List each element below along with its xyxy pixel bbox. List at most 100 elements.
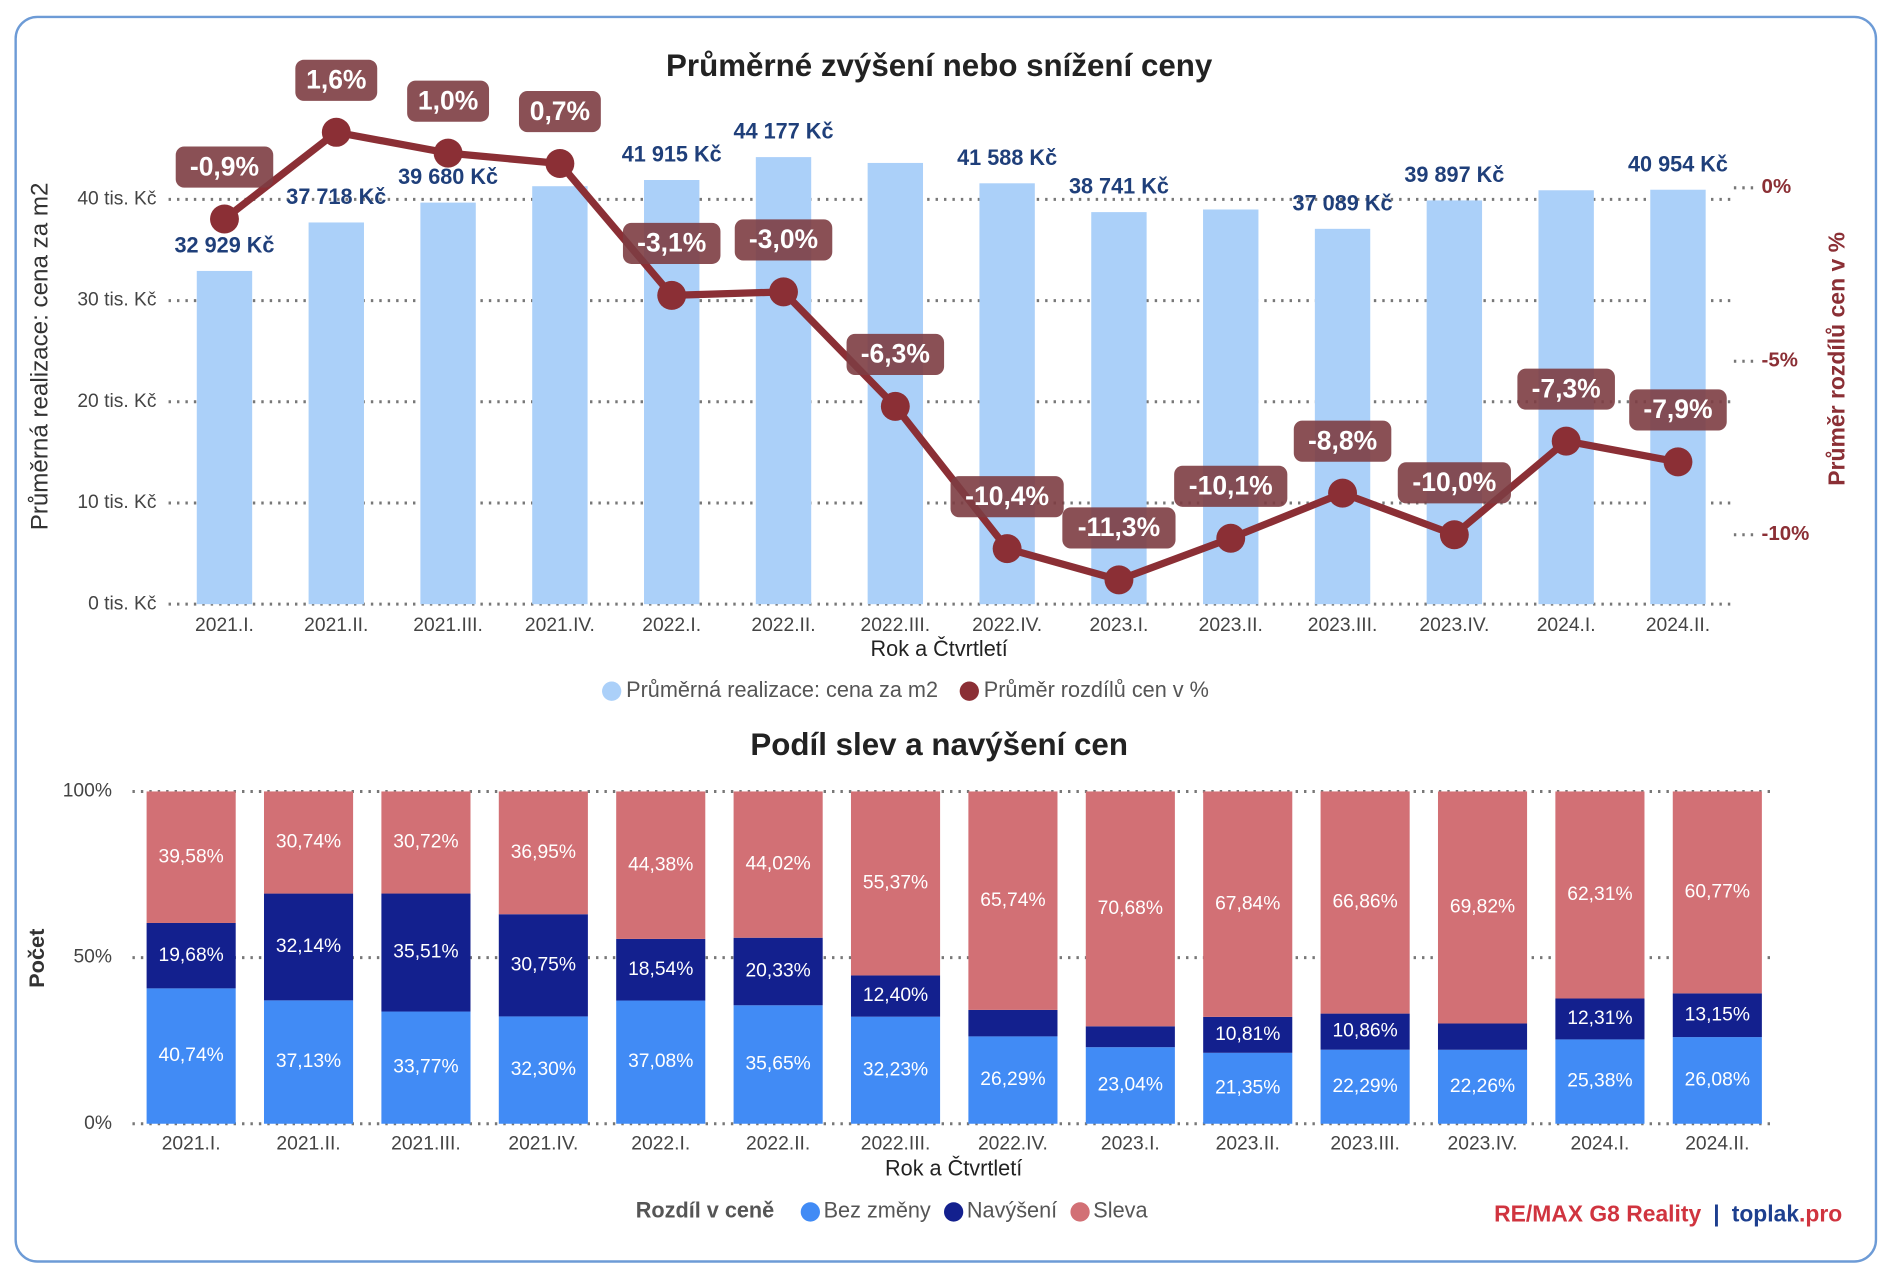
data-label-box: -11,3% <box>1062 507 1176 549</box>
label-bg <box>295 59 378 101</box>
legend-marker <box>800 1202 820 1222</box>
data-label: -10,1% <box>1189 470 1273 500</box>
bar-segment <box>1203 1016 1293 1053</box>
data-label: 1,0% <box>418 85 478 115</box>
y-tick-label: 40 tis. Kč <box>77 188 157 209</box>
x-tick-label: 2023.IV. <box>1419 615 1489 636</box>
data-label: -11,3% <box>1078 512 1160 542</box>
x-tick-label: 2022.II. <box>746 1133 810 1154</box>
label-bg <box>1517 368 1615 410</box>
x-tick-label: 2023.II. <box>1216 1133 1280 1154</box>
x-tick-label: 2021.III. <box>413 615 483 636</box>
data-label-box: 1,6% <box>295 59 378 101</box>
data-label: 32,14% <box>276 936 341 957</box>
bar-segment <box>381 1011 471 1124</box>
label-bg <box>407 80 490 122</box>
data-label: 39 680 Kč <box>398 164 498 189</box>
bar <box>308 222 364 605</box>
bar-segment <box>1320 791 1410 1014</box>
point <box>545 149 575 179</box>
x-axis-title: Rok a Čtvrtletí <box>871 636 1008 661</box>
point <box>433 138 463 168</box>
data-label: 22,26% <box>1450 1076 1515 1097</box>
bar-segment <box>1437 1023 1528 1050</box>
bar-segment <box>616 1000 706 1124</box>
chart-title: Průměrné zvýšení nebo snížení ceny <box>666 48 1213 83</box>
y-axis-title: Průměrná realizace: cena za m2 <box>26 183 53 531</box>
data-label: 18,54% <box>628 959 693 980</box>
data-label: 26,08% <box>1685 1069 1750 1090</box>
data-label: 40,74% <box>159 1045 224 1066</box>
y-tick-label: 0% <box>84 1113 112 1134</box>
point <box>1104 565 1134 595</box>
bar-segment <box>498 914 588 1017</box>
data-label: 32 929 Kč <box>174 232 274 257</box>
data-label-box: -10,1% <box>1174 465 1288 507</box>
data-label: 55,37% <box>863 873 928 894</box>
chart-title: Podíl slev a navýšení cen <box>750 727 1128 762</box>
point <box>321 117 351 147</box>
bar-segment <box>733 791 823 938</box>
data-label: 37,13% <box>276 1051 341 1072</box>
label-bg <box>950 476 1064 518</box>
data-label: 30,75% <box>511 954 576 975</box>
bar-segment <box>616 791 706 939</box>
x-tick-label: 2021.II. <box>304 615 368 636</box>
data-label: -6,3% <box>861 339 930 369</box>
data-label-box: 0,7% <box>518 91 601 133</box>
label-bg <box>1397 462 1511 504</box>
y-tick-label: 50% <box>73 947 112 968</box>
bar-segment <box>1085 1047 1175 1124</box>
data-label-box: -0,9% <box>175 146 274 188</box>
legend-label: Bez změny <box>824 1198 931 1223</box>
x-tick-label: 2023.I. <box>1101 1133 1160 1154</box>
label-bg <box>518 91 601 133</box>
data-label-box: -10,4% <box>950 476 1064 518</box>
y-axis-title: Počet <box>24 929 49 988</box>
bar-segment <box>1320 1013 1410 1050</box>
y-tick-label: 100% <box>63 781 112 802</box>
data-label: -8,8% <box>1308 425 1377 455</box>
x-tick-label: 2021.II. <box>276 1133 340 1154</box>
point <box>769 277 798 307</box>
bar-segment <box>1555 998 1645 1040</box>
data-label-box: -3,0% <box>734 219 833 261</box>
x-tick-label: 2021.III. <box>391 1133 461 1154</box>
data-label: 0,7% <box>530 96 590 126</box>
bar-segment <box>1672 993 1762 1038</box>
point <box>1439 520 1469 550</box>
y2-tick-label: -5% <box>1762 349 1798 372</box>
x-axis-title: Rok a Čtvrtletí <box>885 1155 1022 1180</box>
x-tick-label: 2022.III. <box>861 1133 931 1154</box>
legend-label: Průměr rozdílů cen v % <box>984 677 1209 702</box>
data-label: 35,51% <box>393 942 458 963</box>
y2-axis-title: Průměr rozdílů cen v % <box>1824 232 1850 486</box>
line <box>222 128 1679 584</box>
data-label-box: -3,1% <box>622 222 721 264</box>
data-label: 37 718 Kč <box>286 184 386 209</box>
x-tick-label: 2023.IV. <box>1448 1133 1518 1154</box>
legend-title: Rozdíl v ceně <box>636 1198 774 1223</box>
bar-segment <box>1085 1026 1175 1048</box>
data-label: 39,58% <box>159 846 224 867</box>
x-tick-label: 2024.I. <box>1537 615 1596 636</box>
y-tick-label: 0 tis. Kč <box>88 593 157 614</box>
point <box>210 204 239 234</box>
data-label: 65,74% <box>980 890 1045 911</box>
data-label: 22,29% <box>1332 1076 1397 1097</box>
x-tick-label: 2021.I. <box>162 1133 221 1154</box>
bar-segment <box>733 937 823 1006</box>
bar-segment <box>381 893 471 1012</box>
x-tick-label: 2022.IV. <box>978 1133 1048 1154</box>
point <box>880 391 910 421</box>
x-tick-label: 2023.II. <box>1199 615 1263 636</box>
data-label: 69,82% <box>1450 897 1515 918</box>
data-label: 23,04% <box>1098 1075 1163 1096</box>
data-label: 36,95% <box>511 842 576 863</box>
data-label: 26,29% <box>980 1069 1045 1090</box>
bar-segment <box>1555 791 1645 999</box>
bar-segment <box>968 1009 1058 1037</box>
bar-segment <box>1672 791 1762 994</box>
data-label: 40 954 Kč <box>1628 151 1728 176</box>
